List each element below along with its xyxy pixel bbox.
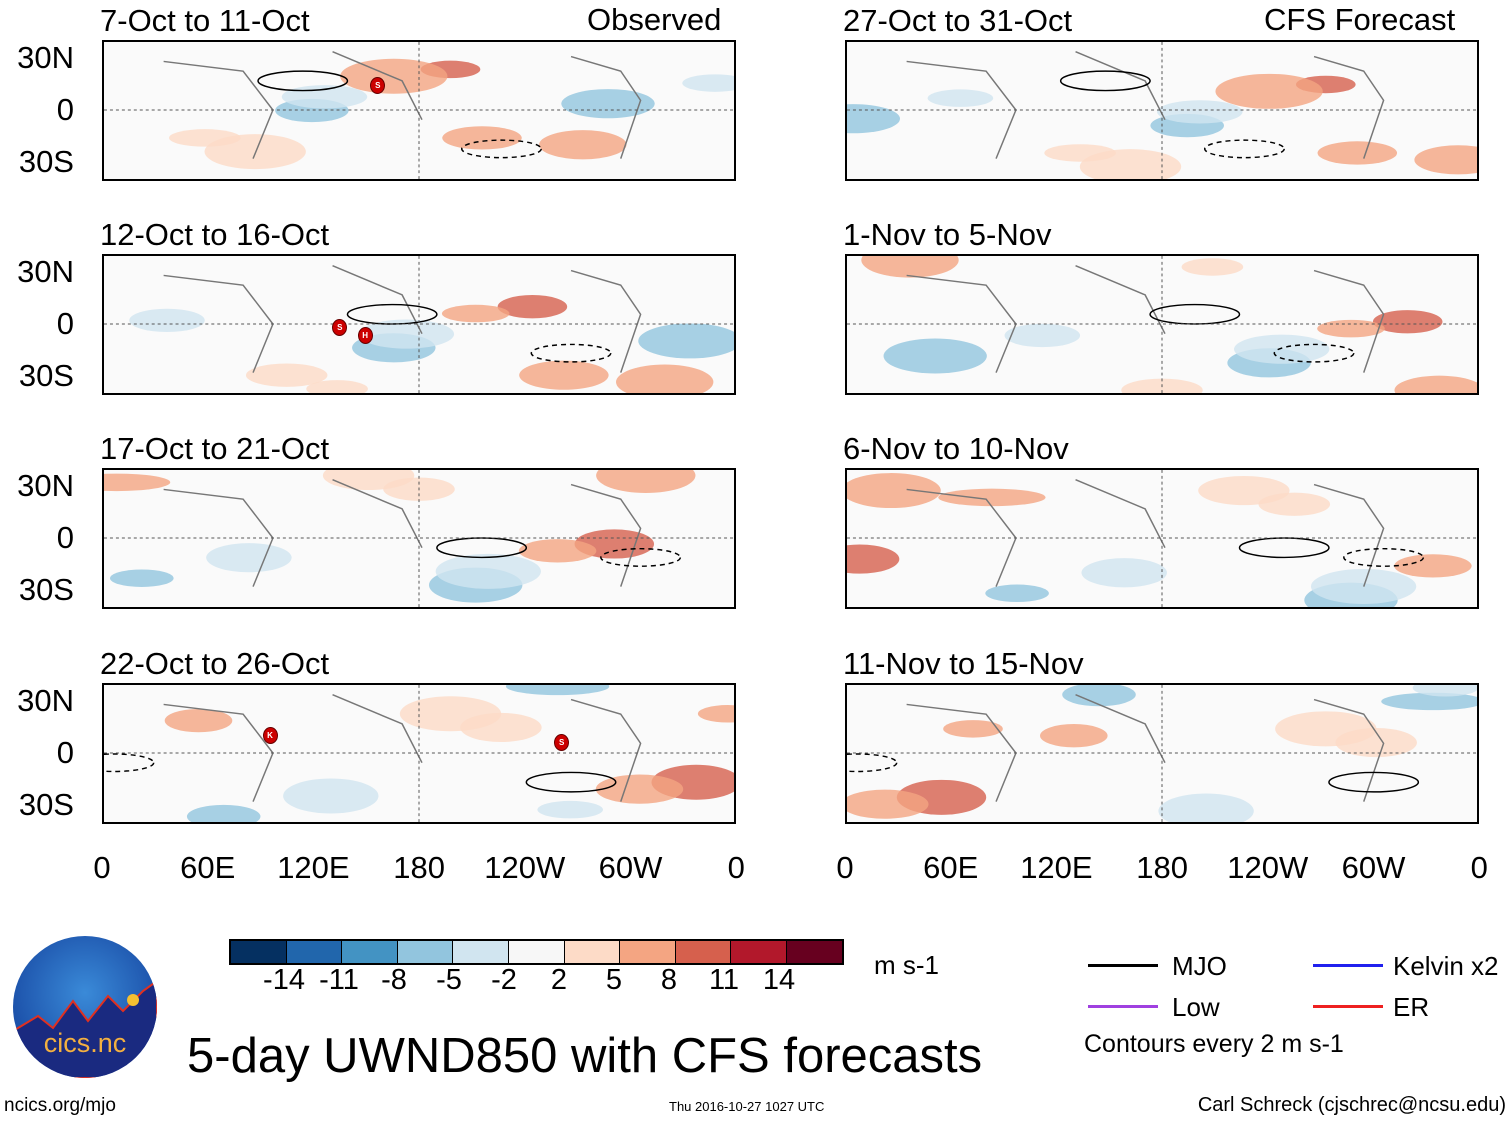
legend-label-kelvin: Kelvin x2: [1393, 951, 1499, 981]
panel-title: 27-Oct to 31-Oct: [843, 3, 1073, 38]
panel-title: 7-Oct to 11-Oct: [100, 3, 310, 38]
legend-line-mjo: [1088, 964, 1158, 967]
storm-marker-icon: S: [332, 319, 348, 337]
panel-title: 22-Oct to 26-Oct: [100, 646, 330, 681]
lat-label: 30N: [17, 40, 74, 75]
colorbar-label: 14: [762, 964, 796, 996]
lon-label: 120E: [277, 850, 350, 885]
panel-title: 1-Nov to 5-Nov: [843, 217, 1052, 252]
colorbar: [229, 939, 844, 965]
lon-label: 0: [727, 850, 745, 885]
panel-title: 6-Nov to 10-Nov: [843, 431, 1069, 466]
lon-label: 120E: [1020, 850, 1093, 885]
lon-label: 0: [93, 850, 111, 885]
storm-marker-icon: S: [554, 734, 570, 752]
lat-label: 0: [56, 92, 74, 127]
map-panel-observed-1: S: [102, 40, 736, 181]
forecast-label: CFS Forecast: [1264, 2, 1456, 37]
lat-label: 30S: [18, 787, 74, 822]
colorbar-swatch: [231, 941, 287, 963]
colorbar-swatch: [786, 941, 842, 963]
lat-label: 0: [56, 520, 74, 555]
map-panel-forecast-1: [845, 40, 1479, 181]
legend-line-kelvin: [1313, 964, 1383, 967]
storm-marker-icon: K: [262, 727, 278, 745]
panel-title: 17-Oct to 21-Oct: [100, 431, 330, 466]
logo-text: cics.nc: [43, 1028, 127, 1058]
legend-label-er: ER: [1393, 992, 1430, 1022]
colorbar-swatch: [564, 941, 621, 963]
legend-label-low: Low: [1172, 992, 1220, 1022]
colorbar-swatch: [675, 941, 732, 963]
map-panel-forecast-2: [845, 254, 1479, 395]
lon-label: 120W: [1227, 850, 1309, 885]
lat-label: 30S: [18, 572, 74, 607]
lat-label: 30S: [18, 144, 74, 179]
lon-label: 60W: [598, 850, 663, 885]
legend-line-er: [1313, 1005, 1383, 1008]
colorbar-swatch: [620, 941, 676, 963]
colorbar-label: 8: [660, 964, 678, 996]
contour-note: Contours every 2 m s-1: [1084, 1030, 1344, 1058]
credit: Carl Schreck (cjschrec@ncsu.edu): [1197, 1094, 1506, 1116]
panel-title: 12-Oct to 16-Oct: [100, 217, 330, 252]
lon-label: 60E: [180, 850, 236, 885]
storm-marker-icon: H: [357, 326, 373, 344]
colorbar-swatch: [342, 941, 398, 963]
observed-label: Observed: [587, 2, 722, 37]
colorbar-label: 5: [605, 964, 623, 996]
lat-label: 0: [56, 735, 74, 770]
map-panel-forecast-4: [845, 683, 1479, 824]
map-panel-observed-3: [102, 468, 736, 609]
storm-marker-icon: S: [370, 77, 386, 95]
lon-label: 180: [393, 850, 445, 885]
colorbar-label: -2: [491, 964, 517, 996]
lat-label: 30N: [17, 468, 74, 503]
lon-label: 120W: [484, 850, 566, 885]
colorbar-label: -11: [319, 964, 359, 996]
panel-title: 11-Nov to 15-Nov: [843, 646, 1084, 681]
source-url[interactable]: ncics.org/mjo: [4, 1095, 116, 1116]
map-panel-forecast-3: [845, 468, 1479, 609]
lon-label: 0: [1470, 850, 1488, 885]
colorbar-label: 2: [550, 964, 568, 996]
timestamp: Thu 2016-10-27 1027 UTC: [669, 1099, 825, 1114]
colorbar-label: 11: [708, 964, 740, 996]
legend-label-mjo: MJO: [1172, 951, 1227, 981]
lat-label: 0: [56, 306, 74, 341]
colorbar-swatch: [731, 941, 787, 963]
colorbar-units: m s-1: [874, 950, 939, 980]
colorbar-label: -5: [436, 964, 462, 996]
colorbar-swatch: [453, 941, 509, 963]
legend-line-low: [1088, 1005, 1158, 1008]
lon-label: 0: [836, 850, 854, 885]
lon-label: 180: [1136, 850, 1188, 885]
colorbar-swatch: [286, 941, 343, 963]
colorbar-swatch: [508, 941, 565, 963]
colorbar-label: -8: [381, 964, 407, 996]
colorbar-swatch: [397, 941, 454, 963]
cics-logo: cics.nc: [13, 936, 157, 1078]
figure-title: 5-day UWND850 with CFS forecasts: [187, 1029, 983, 1083]
lat-label: 30N: [17, 254, 74, 289]
lat-label: 30N: [17, 683, 74, 718]
lat-label: 30S: [18, 358, 74, 393]
lon-label: 60E: [923, 850, 979, 885]
lon-label: 60W: [1341, 850, 1406, 885]
colorbar-label: -14: [263, 964, 305, 996]
